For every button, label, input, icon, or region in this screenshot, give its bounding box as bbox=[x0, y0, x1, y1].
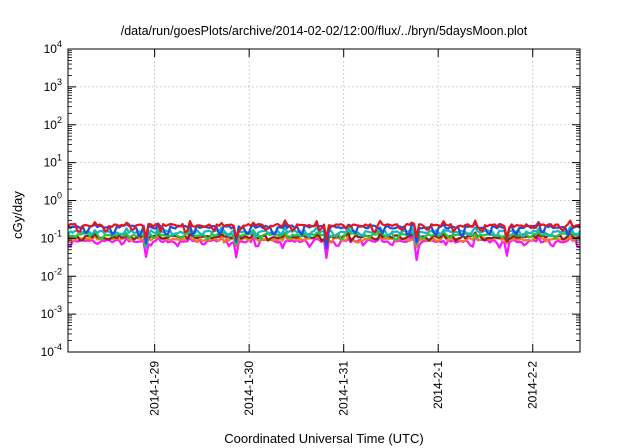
y-tick-label: 10-2 bbox=[41, 266, 62, 283]
y-tick-label: 104 bbox=[44, 39, 62, 56]
x-tick-label: 2014-2-2 bbox=[526, 361, 540, 409]
x-tick-label: 2014-1-29 bbox=[148, 361, 162, 416]
x-tick-label: 2014-2-1 bbox=[431, 361, 445, 409]
y-tick-label: 10-4 bbox=[41, 342, 62, 359]
grid bbox=[68, 49, 580, 352]
x-axis-title: Coordinated Universal Time (UTC) bbox=[224, 431, 423, 446]
x-tick-label: 2014-1-31 bbox=[337, 361, 351, 416]
data-series bbox=[67, 219, 581, 241]
y-tick-label: 102 bbox=[44, 115, 62, 132]
series-layer bbox=[67, 219, 581, 261]
y-tick-exponent: 3 bbox=[57, 77, 62, 87]
y-tick-exponent: 0 bbox=[57, 191, 62, 201]
y-tick-exponent: -2 bbox=[54, 266, 62, 276]
y-tick-exponent: 1 bbox=[57, 153, 62, 163]
y-tick-label: 10-1 bbox=[41, 228, 62, 245]
chart-title: /data/run/goesPlots/archive/2014-02-02/1… bbox=[121, 24, 528, 38]
y-tick-label: 103 bbox=[44, 77, 62, 94]
y-axis-title: cGy/day bbox=[10, 191, 25, 239]
y-tick-exponent: 2 bbox=[57, 115, 62, 125]
y-tick-label: 101 bbox=[44, 153, 62, 170]
x-ticks: 2014-1-29 2014-1-30 2014-1-31 2014-2-1 2014-… bbox=[148, 49, 540, 416]
y-tick-label: 10-3 bbox=[41, 304, 62, 321]
y-tick-label: 100 bbox=[44, 191, 62, 208]
y-tick-exponent: -1 bbox=[54, 228, 62, 238]
y-tick-exponent: -3 bbox=[54, 304, 62, 314]
y-tick-exponent: -4 bbox=[54, 342, 62, 352]
y-tick-exponent: 4 bbox=[57, 39, 62, 49]
x-tick-label: 2014-1-30 bbox=[242, 361, 256, 416]
